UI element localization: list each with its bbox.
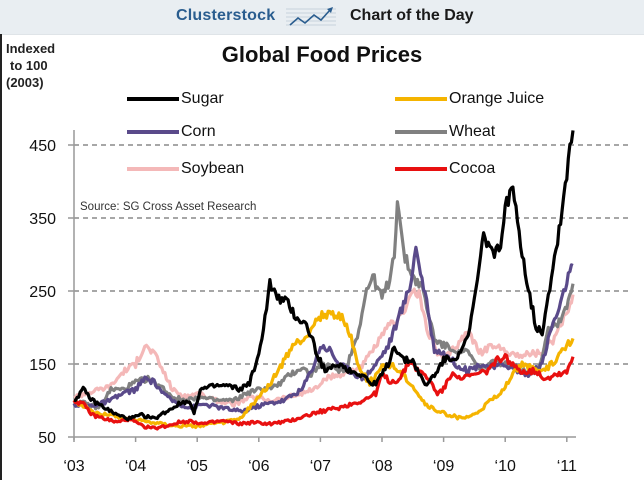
- legend-label: Cocoa: [449, 160, 496, 177]
- y-axis-label-line: Indexed: [6, 41, 56, 56]
- legend-swatch: [395, 167, 447, 171]
- y-axis-label-line: (2003): [6, 75, 44, 90]
- x-tick-label: ‘03: [63, 458, 84, 475]
- x-tick-label: ‘06: [248, 458, 269, 475]
- y-tick-label: 350: [29, 211, 56, 228]
- legend-label: Sugar: [181, 90, 224, 107]
- rising-chart-icon: [286, 7, 336, 26]
- chart-of-the-day-label: Chart of the Day: [350, 7, 474, 24]
- chart-title: Global Food Prices: [221, 42, 423, 67]
- y-axis-label: Indexed to 100 (2003): [6, 40, 55, 91]
- legend-label: Corn: [181, 123, 216, 140]
- legend-swatch: [127, 97, 179, 101]
- x-tick-label: ‘05: [187, 458, 208, 475]
- legend-swatch: [395, 97, 447, 101]
- x-tick-label: ‘09: [433, 458, 454, 475]
- source-note: Source: SG Cross Asset Research: [80, 201, 257, 213]
- legend-item-cocoa: Cocoa: [395, 158, 495, 180]
- series-line-orange-juice: [73, 309, 575, 429]
- x-tick-label: ‘10: [495, 458, 516, 475]
- series-line-soybean: [73, 287, 575, 408]
- legend-label: Soybean: [181, 160, 245, 177]
- frame-border: [0, 34, 2, 480]
- legend-swatch: [127, 130, 179, 134]
- series-line-cocoa: [72, 353, 575, 431]
- legend-swatch: [395, 130, 447, 134]
- legend-item-orange-juice: Orange Juice: [395, 88, 544, 110]
- series-line-sugar: [73, 130, 575, 422]
- legend-item-soybean: Soybean: [127, 158, 244, 180]
- legend-item-corn: Corn: [127, 121, 216, 143]
- x-tick-label: ‘11: [557, 458, 577, 475]
- y-tick-label: 450: [29, 138, 56, 155]
- y-tick-label: 50: [38, 430, 56, 447]
- x-tick-label: ‘07: [310, 458, 331, 475]
- y-tick-label: 150: [29, 357, 56, 374]
- x-tick-label: ‘08: [371, 458, 392, 475]
- legend-item-sugar: Sugar: [127, 88, 224, 110]
- legend-label: Wheat: [449, 123, 496, 140]
- y-axis-label-line: to 100: [10, 58, 48, 73]
- legend-item-wheat: Wheat: [395, 121, 495, 143]
- y-tick-label: 250: [29, 284, 56, 301]
- header-bar: Clusterstock Chart of the Day: [0, 0, 644, 35]
- series-line-corn: [72, 245, 574, 414]
- brand-name[interactable]: Clusterstock: [176, 7, 276, 24]
- legend-swatch: [127, 167, 179, 171]
- legend-label: Orange Juice: [449, 90, 545, 107]
- x-tick-label: ‘04: [125, 458, 146, 475]
